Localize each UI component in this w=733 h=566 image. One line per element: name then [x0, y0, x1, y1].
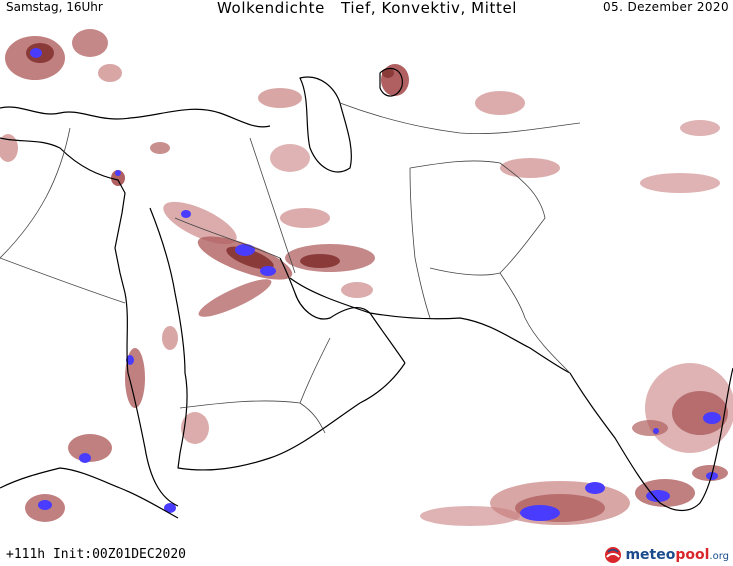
border-afghanistan	[409, 160, 546, 276]
coast-caspian	[299, 76, 352, 173]
map-title: Wolkendichte Tief, Konvektiv, Mittel	[217, 0, 518, 17]
map-background	[0, 18, 733, 526]
border-yemen-oman	[179, 400, 326, 434]
cloud-patch-indian-ocean	[420, 363, 733, 526]
coast-persian-gulf	[279, 257, 406, 364]
border-layer	[0, 102, 581, 434]
cloud-patch-anatolia	[0, 134, 170, 186]
border-iran-west	[249, 137, 296, 274]
coastline-layer	[0, 67, 733, 519]
border-africa-west	[0, 127, 71, 259]
coast-horn-of-africa	[0, 467, 179, 519]
globe-icon	[605, 547, 622, 563]
meteopool-logo: meteopool.org	[604, 544, 729, 566]
model-run-info: +111h Init:00Z01DEC2020	[6, 547, 187, 562]
header-bar: Samstag, 16Uhr Wolkendichte Tief, Konvek…	[0, 0, 733, 18]
border-saudi-iraq	[174, 217, 281, 259]
coast-red-sea-west	[124, 292, 179, 507]
cloud-cover-layer	[0, 29, 733, 526]
coast-arabia-west	[149, 207, 406, 471]
coast-india-west	[569, 367, 733, 512]
coast-mediterranean-east	[0, 137, 126, 294]
cloud-patch-caucasus	[258, 64, 409, 172]
border-pakistan-india	[499, 272, 571, 374]
border-egypt-sudan	[0, 257, 126, 304]
logo-text-part1: meteo	[625, 547, 676, 563]
cloud-band-mesopotamia	[163, 201, 375, 317]
border-iran-east	[409, 167, 431, 319]
border-central-asia	[339, 102, 581, 135]
cloud-patch-red-sea	[25, 326, 209, 522]
weather-map	[0, 18, 733, 526]
coast-aral	[379, 67, 403, 97]
forecast-date: 05. Dezember 2020	[603, 0, 729, 14]
coast-iran-south	[289, 277, 571, 374]
logo-text-part3: .org	[709, 551, 729, 562]
cloud-patch-balkans	[5, 29, 122, 82]
logo-text-part2: pool	[675, 547, 710, 563]
footer-bar: +111h Init:00Z01DEC2020 meteopool.org	[0, 528, 733, 566]
coast-anatolia-black-sea	[0, 106, 271, 128]
forecast-time: Samstag, 16Uhr	[6, 0, 103, 14]
cloud-patch-central-asia	[475, 91, 720, 193]
border-saudi-yemen	[299, 337, 331, 404]
